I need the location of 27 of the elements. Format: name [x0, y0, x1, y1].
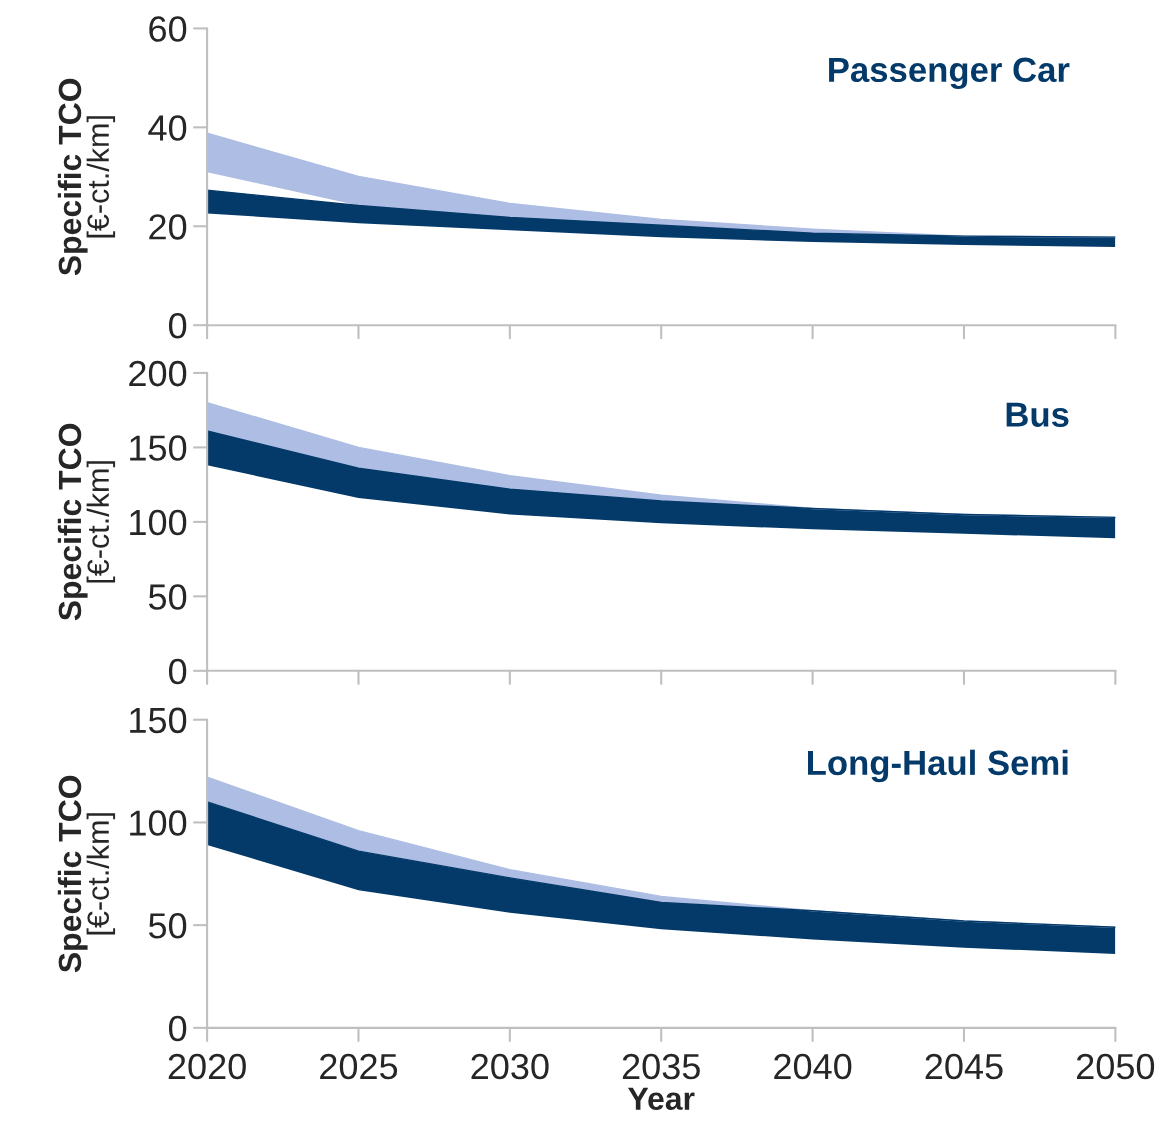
y-tick-label: 50 — [148, 913, 187, 939]
y-tick-label: 150 — [130, 435, 187, 461]
text: Bus — [1006, 402, 1069, 427]
y-axis-title: Specific TCO [€-ct./km] — [57, 78, 116, 276]
x-tick-label: 2040 — [774, 1053, 852, 1080]
y-axis-title: Specific TCO [€-ct./km] — [57, 775, 116, 973]
text: Passenger Car — [829, 57, 1070, 90]
x-tick-label: 2020 — [168, 1053, 246, 1080]
y-tick-label: 200 — [129, 360, 187, 387]
x-tick-label: 2025 — [320, 1053, 398, 1080]
y-tick-label: 100 — [130, 810, 187, 836]
x-axis-title: Year — [628, 1087, 695, 1110]
x-tick-label: 2050 — [1077, 1053, 1155, 1080]
text: Long-Haul Semi — [807, 749, 1068, 783]
y-tick-label: 0 — [168, 313, 187, 339]
y-tick-label: 0 — [168, 658, 187, 685]
x-tick-label: 2035 — [622, 1053, 700, 1080]
y-tick-label: 20 — [149, 214, 187, 240]
y-tick-label: 100 — [130, 509, 187, 536]
y-tick-label: 60 — [149, 16, 187, 42]
y-tick-label: 150 — [130, 707, 187, 734]
x-tick-label: 2030 — [471, 1053, 549, 1080]
y-axis-title: Specific TCO [€-ct./km] — [57, 423, 116, 621]
y-tick-label: 50 — [148, 584, 187, 610]
y-tick-label: 0 — [168, 1015, 187, 1042]
y-tick-label: 40 — [148, 115, 187, 141]
x-tick-label: 2045 — [925, 1053, 1003, 1080]
